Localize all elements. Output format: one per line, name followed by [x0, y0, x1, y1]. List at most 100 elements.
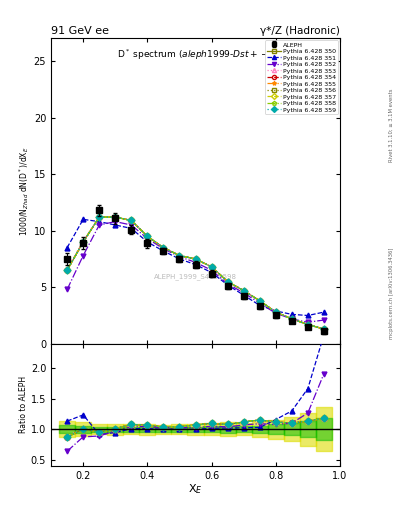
Pythia 6.428 353: [81, 238, 86, 244]
Pythia 6.428 352: [177, 253, 182, 260]
Pythia 6.428 354: [225, 279, 230, 285]
Pythia 6.428 358: [289, 316, 294, 322]
Pythia 6.428 354: [177, 252, 182, 259]
Pythia 6.428 351: [129, 225, 134, 231]
Pythia 6.428 353: [305, 322, 310, 328]
Pythia 6.428 353: [113, 214, 118, 220]
Pythia 6.428 352: [305, 319, 310, 325]
Pythia 6.428 354: [257, 297, 262, 304]
Pythia 6.428 359: [305, 322, 310, 328]
Pythia 6.428 350: [65, 267, 70, 273]
Legend: ALEPH, Pythia 6.428 350, Pythia 6.428 351, Pythia 6.428 352, Pythia 6.428 353, P: ALEPH, Pythia 6.428 350, Pythia 6.428 35…: [265, 40, 338, 114]
Pythia 6.428 350: [113, 214, 118, 220]
Line: Pythia 6.428 359: Pythia 6.428 359: [65, 215, 326, 331]
Pythia 6.428 352: [225, 281, 230, 287]
Pythia 6.428 355: [161, 245, 166, 251]
Pythia 6.428 352: [193, 259, 198, 265]
Pythia 6.428 350: [193, 256, 198, 262]
Pythia 6.428 351: [177, 256, 182, 262]
Line: Pythia 6.428 355: Pythia 6.428 355: [65, 215, 326, 331]
Line: Pythia 6.428 358: Pythia 6.428 358: [65, 215, 326, 331]
Pythia 6.428 352: [274, 310, 278, 316]
Pythia 6.428 353: [177, 252, 182, 259]
Y-axis label: 1000/N$_{Zhad}$ dN(D$^*$)/dX$_E$: 1000/N$_{Zhad}$ dN(D$^*$)/dX$_E$: [17, 146, 31, 236]
Pythia 6.428 356: [97, 214, 102, 220]
Pythia 6.428 353: [65, 266, 70, 272]
Text: Rivet 3.1.10; ≥ 3.1M events: Rivet 3.1.10; ≥ 3.1M events: [389, 88, 393, 162]
Pythia 6.428 350: [241, 288, 246, 294]
Pythia 6.428 354: [321, 326, 326, 332]
Pythia 6.428 350: [129, 218, 134, 224]
Pythia 6.428 356: [145, 233, 150, 240]
Text: γ*/Z (Hadronic): γ*/Z (Hadronic): [260, 26, 340, 36]
Pythia 6.428 354: [113, 214, 118, 220]
Pythia 6.428 356: [193, 256, 198, 262]
Pythia 6.428 358: [81, 239, 86, 245]
Pythia 6.428 353: [193, 256, 198, 262]
Pythia 6.428 359: [289, 316, 294, 322]
Pythia 6.428 350: [257, 297, 262, 304]
Pythia 6.428 359: [161, 245, 166, 251]
Pythia 6.428 350: [305, 322, 310, 328]
Pythia 6.428 355: [321, 326, 326, 332]
Pythia 6.428 351: [65, 245, 70, 251]
Pythia 6.428 351: [113, 222, 118, 228]
Pythia 6.428 351: [305, 312, 310, 318]
Pythia 6.428 355: [81, 239, 86, 245]
Pythia 6.428 357: [305, 322, 310, 328]
Pythia 6.428 357: [274, 309, 278, 315]
Pythia 6.428 352: [289, 316, 294, 322]
Pythia 6.428 355: [241, 288, 246, 294]
Pythia 6.428 351: [274, 308, 278, 314]
Pythia 6.428 350: [177, 252, 182, 259]
Pythia 6.428 354: [289, 316, 294, 322]
Pythia 6.428 352: [209, 267, 214, 273]
Pythia 6.428 356: [321, 326, 326, 332]
Pythia 6.428 354: [305, 322, 310, 328]
Pythia 6.428 357: [145, 233, 150, 240]
Pythia 6.428 359: [129, 218, 134, 224]
X-axis label: X$_E$: X$_E$: [188, 482, 203, 496]
Pythia 6.428 354: [97, 214, 102, 220]
Pythia 6.428 358: [193, 256, 198, 262]
Pythia 6.428 353: [257, 297, 262, 304]
Pythia 6.428 351: [145, 239, 150, 245]
Pythia 6.428 351: [81, 216, 86, 222]
Pythia 6.428 358: [145, 233, 150, 240]
Pythia 6.428 356: [289, 316, 294, 322]
Pythia 6.428 355: [177, 252, 182, 259]
Pythia 6.428 354: [81, 239, 86, 245]
Pythia 6.428 357: [289, 316, 294, 322]
Pythia 6.428 350: [274, 309, 278, 315]
Pythia 6.428 350: [289, 316, 294, 322]
Pythia 6.428 356: [241, 288, 246, 294]
Pythia 6.428 355: [145, 233, 150, 240]
Pythia 6.428 356: [257, 297, 262, 304]
Pythia 6.428 351: [241, 292, 246, 298]
Pythia 6.428 351: [193, 262, 198, 268]
Pythia 6.428 352: [113, 219, 118, 225]
Pythia 6.428 350: [321, 326, 326, 332]
Pythia 6.428 358: [129, 218, 134, 224]
Pythia 6.428 357: [81, 239, 86, 245]
Pythia 6.428 359: [241, 288, 246, 294]
Line: Pythia 6.428 357: Pythia 6.428 357: [65, 215, 326, 331]
Pythia 6.428 353: [225, 279, 230, 285]
Pythia 6.428 354: [209, 264, 214, 270]
Pythia 6.428 351: [257, 302, 262, 308]
Pythia 6.428 352: [161, 246, 166, 252]
Text: D$^*$ spectrum $\mathit{(aleph1999\text{-}Dst+-)}$: D$^*$ spectrum $\mathit{(aleph1999\text{…: [117, 48, 274, 62]
Line: Pythia 6.428 352: Pythia 6.428 352: [65, 219, 326, 325]
Pythia 6.428 350: [225, 279, 230, 285]
Pythia 6.428 357: [177, 252, 182, 259]
Pythia 6.428 354: [274, 309, 278, 315]
Pythia 6.428 356: [225, 279, 230, 285]
Pythia 6.428 354: [145, 233, 150, 240]
Pythia 6.428 355: [274, 309, 278, 315]
Pythia 6.428 356: [177, 252, 182, 259]
Pythia 6.428 354: [193, 256, 198, 262]
Pythia 6.428 350: [145, 233, 150, 240]
Pythia 6.428 359: [113, 214, 118, 220]
Pythia 6.428 359: [209, 264, 214, 270]
Pythia 6.428 355: [257, 297, 262, 304]
